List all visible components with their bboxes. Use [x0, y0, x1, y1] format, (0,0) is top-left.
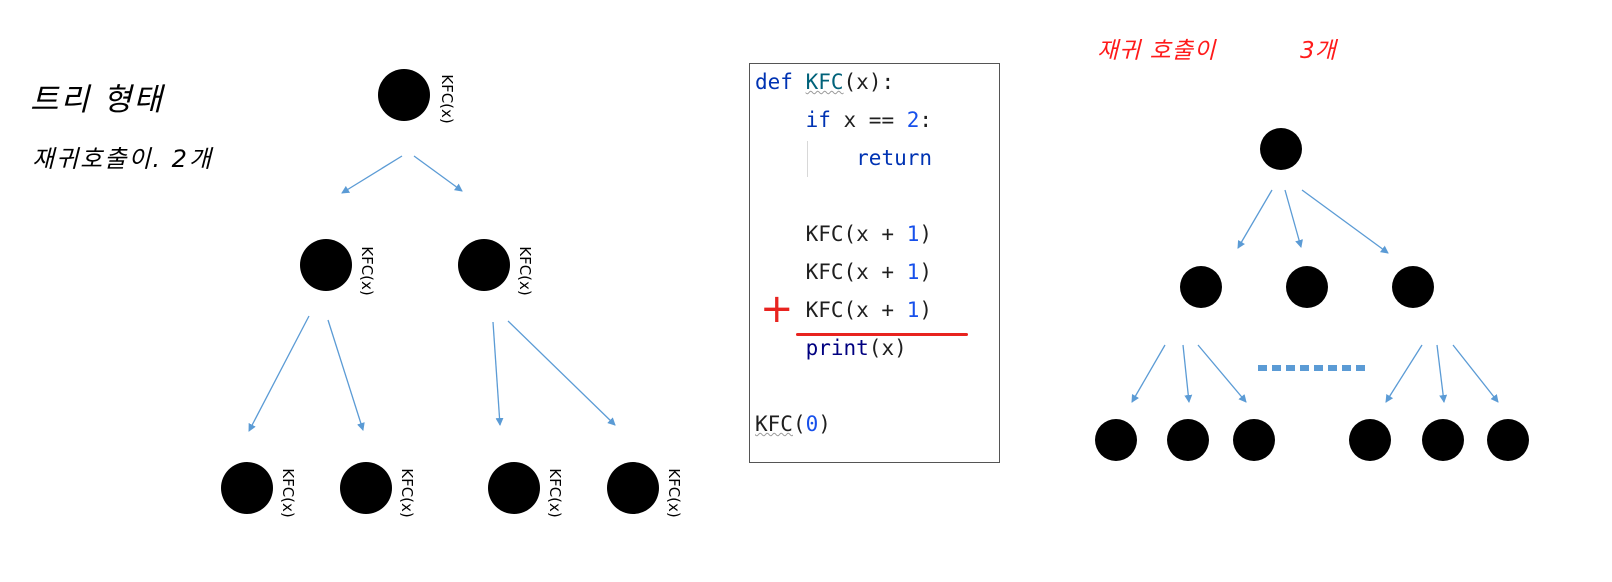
node-label: KFC(x) — [546, 468, 564, 518]
call-number: 1 — [906, 260, 920, 284]
tree-node — [458, 239, 510, 291]
note-recursive-calls: 재귀 호출이 — [1097, 38, 1217, 64]
tree-edge — [327, 319, 365, 431]
tree-node — [340, 462, 392, 514]
function-name: KFC — [805, 70, 844, 94]
tree-node — [221, 462, 273, 514]
call-close: ) — [919, 260, 933, 284]
tree-edge — [1301, 189, 1389, 254]
def-params: (x): — [843, 70, 895, 94]
tree-edge — [1131, 344, 1166, 403]
tree-edge — [1385, 344, 1423, 403]
code-line-call-2: KFC(x + 1) — [755, 257, 932, 287]
print-args: (x) — [868, 336, 907, 360]
tree-node — [607, 462, 659, 514]
tree-node — [1095, 419, 1137, 461]
tree-edge — [1452, 344, 1499, 403]
entry-call-name: KFC — [755, 412, 793, 436]
node-label: KFC(x) — [398, 468, 416, 518]
tree-node — [1167, 419, 1209, 461]
indent — [755, 108, 806, 132]
recursive-call: KFC(x + — [805, 222, 907, 246]
if-number: 2 — [906, 108, 920, 132]
if-condition: x == — [830, 108, 907, 132]
tree-edge — [507, 320, 616, 426]
tree-node — [1422, 419, 1464, 461]
node-label: KFC(x) — [279, 468, 297, 518]
note-tree-shape: 트리 형태 — [30, 82, 164, 118]
tree-node — [1487, 419, 1529, 461]
tree-node — [488, 462, 540, 514]
entry-call-number: 0 — [805, 412, 819, 436]
indent — [755, 336, 806, 360]
tree-edge — [1182, 344, 1193, 403]
code-line-def: def KFC(x): — [755, 67, 894, 97]
def-keyword: def — [755, 70, 793, 94]
tree-node — [300, 239, 352, 291]
indent — [755, 260, 806, 284]
tree-node — [1260, 128, 1302, 170]
code-line-call-3: KFC(x + 1) — [755, 295, 932, 325]
tree-edge — [1284, 189, 1303, 248]
node-label: KFC(x) — [665, 468, 683, 518]
tree-node — [1392, 266, 1434, 308]
entry-paren-open: ( — [792, 412, 806, 436]
code-line-if: if x == 2: — [755, 105, 932, 135]
code-line-return: return — [755, 143, 932, 173]
if-colon: : — [919, 108, 933, 132]
call-close: ) — [919, 298, 933, 322]
indent — [755, 222, 806, 246]
note-two-recursive-calls: 재귀호출이. 2개 — [32, 145, 214, 173]
print-function: print — [805, 336, 869, 360]
tree-node — [1180, 266, 1222, 308]
tree-edge — [341, 155, 403, 194]
entry-call-close: ) — [818, 412, 831, 436]
red-plus-annotation: + — [760, 286, 794, 332]
tree-edge — [248, 315, 310, 432]
code-line-print: print(x) — [755, 333, 907, 363]
tree-edge — [1436, 344, 1448, 403]
call-number: 1 — [906, 222, 920, 246]
indent-guide — [807, 141, 808, 177]
left-binary-tree — [221, 69, 659, 514]
call-close: ) — [919, 222, 933, 246]
tree-edge — [413, 155, 463, 192]
tree-edge — [492, 321, 504, 426]
node-label: KFC(x) — [438, 74, 456, 124]
return-keyword: return — [856, 146, 933, 170]
recursive-call: KFC(x + — [805, 260, 907, 284]
tree-node — [1349, 419, 1391, 461]
recursive-call: KFC(x + — [805, 298, 907, 322]
if-keyword: if — [805, 108, 831, 132]
node-label: KFC(x) — [516, 246, 534, 296]
code-line-call-1: KFC(x + 1) — [755, 219, 932, 249]
red-underline-annotation — [796, 333, 968, 336]
code-line-entry-call: KFC(0) — [755, 409, 831, 439]
node-label: KFC(x) — [358, 246, 376, 296]
tree-node — [378, 69, 430, 121]
note-three-count: 3개 — [1300, 38, 1336, 64]
indent — [755, 146, 856, 170]
call-number: 1 — [906, 298, 920, 322]
right-ternary-tree — [1095, 128, 1529, 461]
tree-node — [1233, 419, 1275, 461]
tree-node — [1286, 266, 1328, 308]
tree-edge — [1197, 344, 1247, 403]
tree-edge — [1237, 189, 1273, 249]
code-snippet-panel: def KFC(x): if x == 2: return KFC(x + 1)… — [749, 63, 1000, 463]
